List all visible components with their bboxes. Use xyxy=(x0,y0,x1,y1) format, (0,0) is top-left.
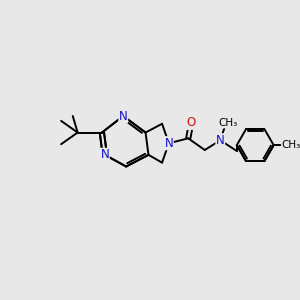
Text: N: N xyxy=(216,134,225,147)
Text: N: N xyxy=(100,148,109,161)
Text: CH₃: CH₃ xyxy=(218,118,238,128)
Text: N: N xyxy=(119,110,128,122)
Text: O: O xyxy=(187,116,196,129)
Text: CH₃: CH₃ xyxy=(281,140,300,150)
Text: N: N xyxy=(164,137,173,150)
